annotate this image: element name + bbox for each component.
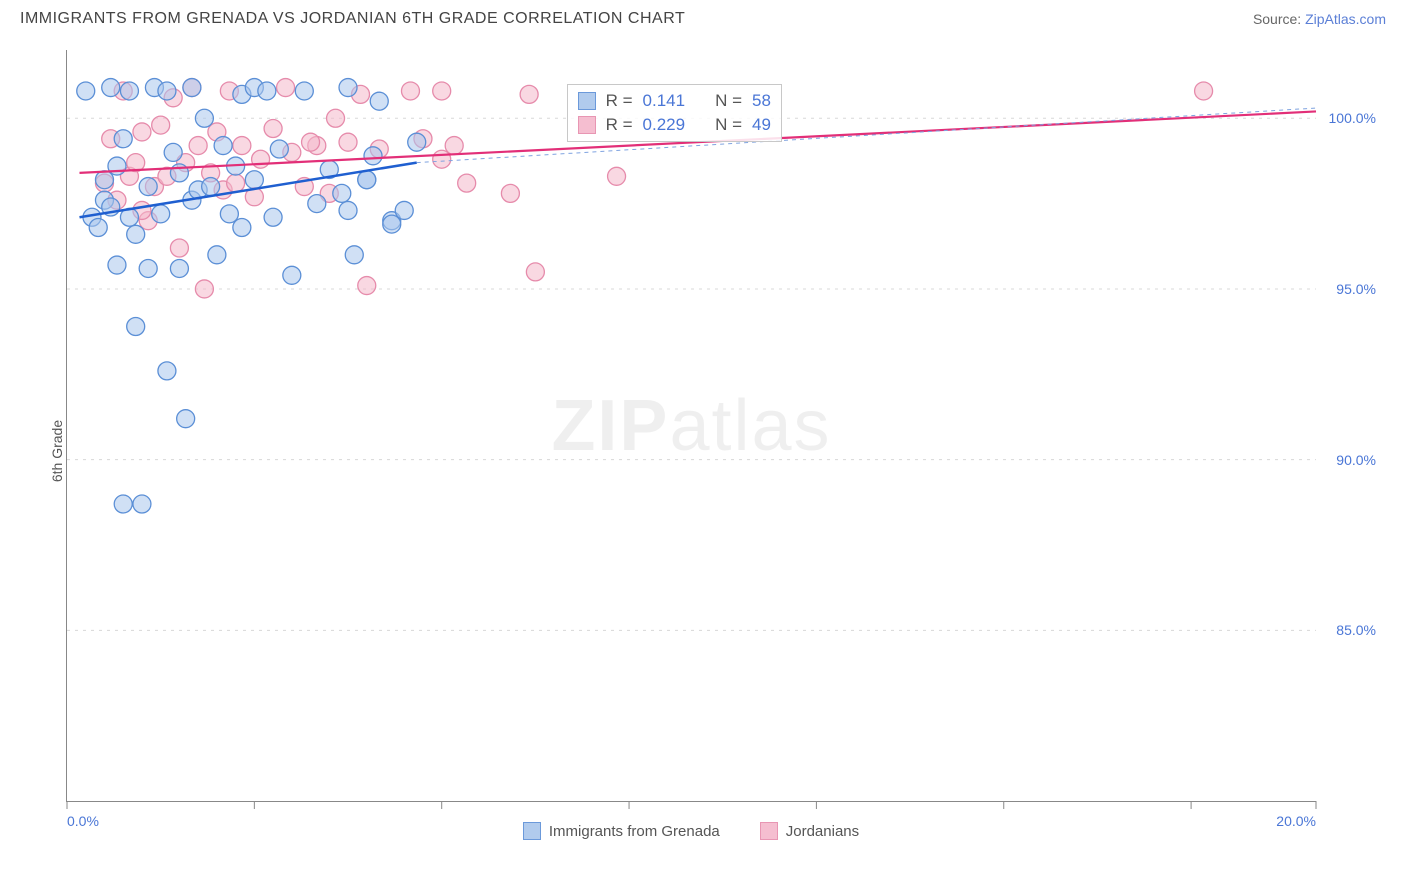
corr-r-value: 0.141 <box>643 91 686 111</box>
corr-swatch <box>578 92 596 110</box>
legend: Immigrants from Grenada Jordanians <box>66 822 1316 840</box>
corr-n-label: N = <box>715 91 742 111</box>
corr-r-label: R = <box>606 91 633 111</box>
source-attribution: Source: ZipAtlas.com <box>1253 11 1386 27</box>
y-tick-label: 100.0% <box>1329 110 1376 126</box>
chart-header: IMMIGRANTS FROM GRENADA VS JORDANIAN 6TH… <box>0 0 1406 36</box>
y-tick-label: 95.0% <box>1336 281 1376 297</box>
plot-region: ZIPatlas R =0.141N =58R =0.229N =49 85.0… <box>66 50 1316 802</box>
corr-swatch <box>578 116 596 134</box>
y-axis-label: 6th Grade <box>49 420 65 482</box>
correlation-box: R = 0.141 N = 58 R = 0.229 N = 49 <box>567 84 782 142</box>
chart-title: IMMIGRANTS FROM GRENADA VS JORDANIAN 6TH… <box>20 10 685 28</box>
chart-area: 6th Grade ZIPatlas R =0.141N =58R =0.229… <box>20 40 1386 862</box>
plot-svg <box>67 50 1316 801</box>
legend-item-grenada: Immigrants from Grenada <box>523 822 720 840</box>
legend-label-grenada: Immigrants from Grenada <box>549 823 720 840</box>
corr-row: R = 0.141 N = 58 <box>578 89 771 113</box>
source-link[interactable]: ZipAtlas.com <box>1305 11 1386 27</box>
legend-label-jordan: Jordanians <box>786 823 859 840</box>
legend-item-jordan: Jordanians <box>760 822 859 840</box>
corr-r-label: R = <box>606 115 633 135</box>
corr-r-value: 0.229 <box>643 115 686 135</box>
legend-swatch-grenada <box>523 822 541 840</box>
corr-n-value: 49 <box>752 115 771 135</box>
corr-row: R = 0.229 N = 49 <box>578 113 771 137</box>
corr-n-value: 58 <box>752 91 771 111</box>
corr-n-label: N = <box>715 115 742 135</box>
y-tick-label: 90.0% <box>1336 452 1376 468</box>
y-tick-label: 85.0% <box>1336 622 1376 638</box>
legend-swatch-jordan <box>760 822 778 840</box>
